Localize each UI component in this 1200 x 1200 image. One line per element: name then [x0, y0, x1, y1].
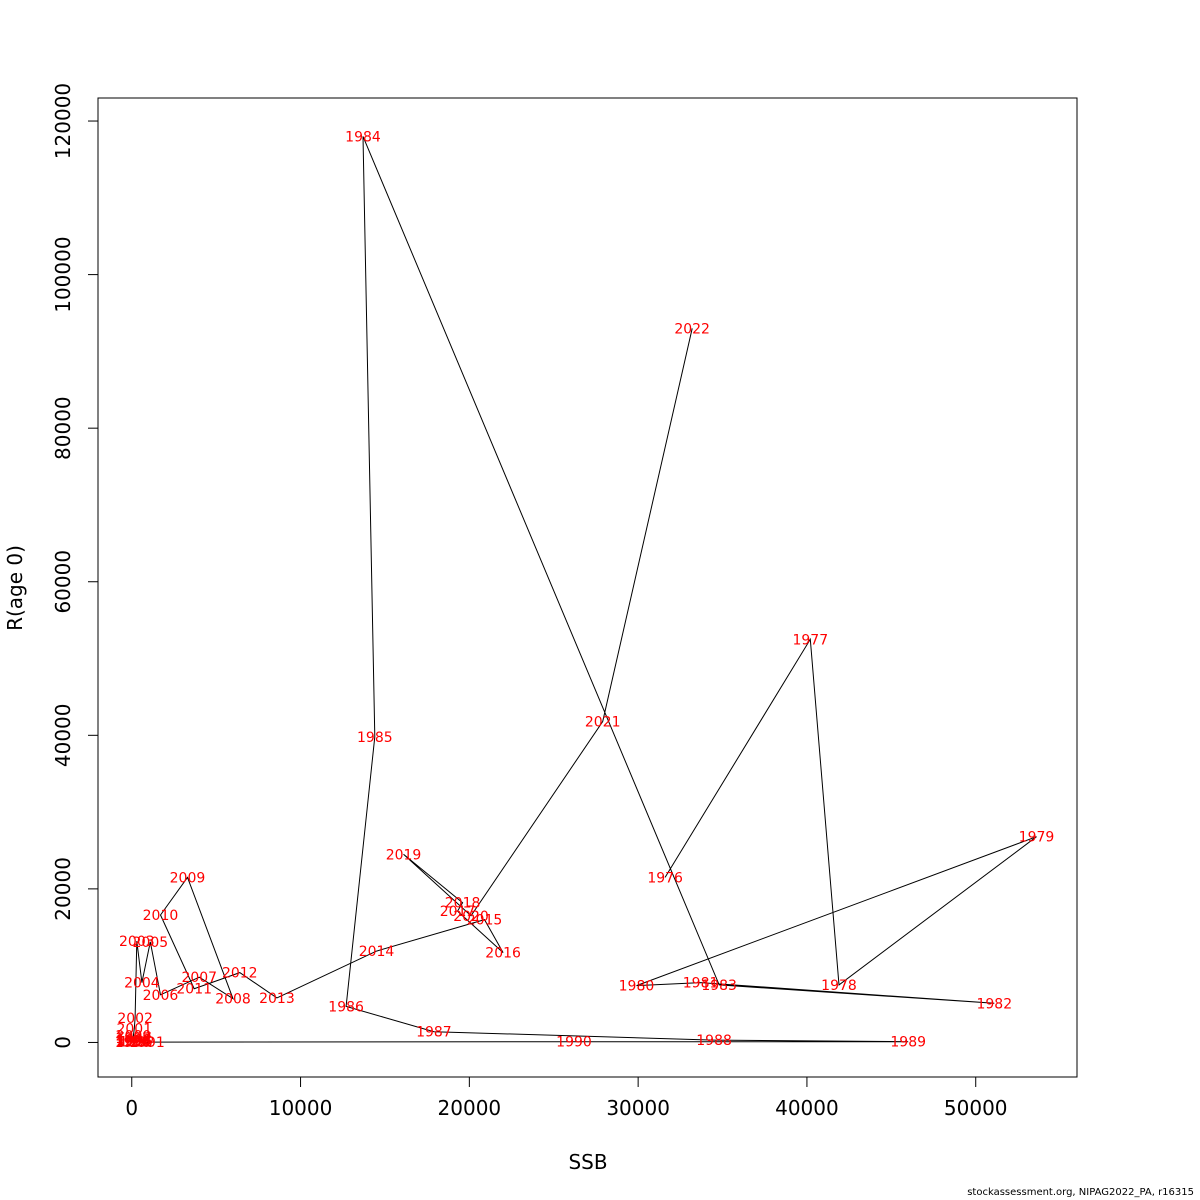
- year-label-2009: 2009: [170, 870, 206, 886]
- year-label-1980: 1980: [619, 979, 655, 995]
- year-label-2012: 2012: [222, 966, 258, 982]
- year-label-2010: 2010: [143, 908, 179, 924]
- year-label-1983: 1983: [701, 978, 737, 994]
- x-tick-label: 40000: [775, 1096, 839, 1120]
- year-label-2004: 2004: [124, 976, 160, 992]
- year-label-2000: 2000: [116, 1029, 152, 1045]
- year-label-2005: 2005: [133, 935, 169, 951]
- year-label-2007: 2007: [181, 970, 217, 986]
- year-label-1999: 1999: [115, 1034, 151, 1050]
- plot-frame: [97, 97, 1078, 1078]
- x-axis-title: SSB: [568, 1150, 607, 1174]
- year-label-1986: 1986: [328, 999, 364, 1015]
- y-axis: 0 20000 40000 60000 80000 100000 120000: [51, 83, 99, 1049]
- year-label-1979: 1979: [1019, 830, 1055, 846]
- y-tick-label: 0: [51, 1036, 75, 1049]
- year-label-1998: 1998: [116, 1033, 152, 1049]
- year-labels: 1976 1977 1978 1979 1980 1981 1982 1983 1984 1985…: [115, 129, 1055, 1051]
- year-label-2016: 2016: [485, 946, 521, 962]
- trajectory-line: [132, 136, 1037, 1043]
- y-tick-label: 80000: [51, 396, 75, 460]
- year-label-1989: 1989: [890, 1035, 926, 1051]
- year-label-1987: 1987: [416, 1025, 452, 1041]
- year-label-2015: 2015: [467, 913, 503, 929]
- y-tick-label: 60000: [51, 550, 75, 614]
- year-label-2011: 2011: [176, 982, 212, 998]
- year-label-2014: 2014: [359, 944, 395, 960]
- year-label-1995: 1995: [117, 1035, 153, 1051]
- year-label-1988: 1988: [696, 1033, 732, 1049]
- year-label-1985: 1985: [357, 730, 393, 746]
- x-tick-label: 0: [125, 1096, 138, 1120]
- year-label-1997: 1997: [115, 1031, 151, 1047]
- year-label-2003: 2003: [119, 934, 155, 950]
- year-label-1977: 1977: [792, 632, 828, 648]
- year-label-1982: 1982: [976, 996, 1012, 1012]
- footer-credit: stockassessment.org, NIPAG2022_PA, r1631…: [967, 1187, 1194, 1198]
- y-tick-label: 20000: [51, 857, 75, 921]
- year-label-2021: 2021: [585, 714, 621, 730]
- y-tick-label: 40000: [51, 703, 75, 767]
- x-tick-label: 50000: [944, 1096, 1008, 1120]
- year-label-2017: 2017: [440, 904, 476, 920]
- year-label-2002: 2002: [117, 1011, 153, 1027]
- year-label-1993: 1993: [116, 1032, 152, 1048]
- year-label-1984: 1984: [345, 129, 381, 145]
- x-axis: 0 10000 20000 30000 40000 50000: [125, 1076, 1008, 1120]
- y-tick-label: 120000: [51, 83, 75, 159]
- year-label-1991: 1991: [129, 1035, 165, 1051]
- y-tick-label: 100000: [51, 236, 75, 312]
- year-label-2020: 2020: [453, 909, 489, 925]
- year-label-2013: 2013: [259, 991, 295, 1007]
- year-label-1990: 1990: [556, 1035, 592, 1051]
- year-label-1981: 1981: [683, 976, 719, 992]
- year-label-1976: 1976: [647, 870, 683, 886]
- year-label-2006: 2006: [143, 988, 179, 1004]
- year-label-1996: 1996: [115, 1035, 151, 1051]
- year-label-1994: 1994: [116, 1034, 152, 1050]
- year-label-1978: 1978: [821, 978, 857, 994]
- x-tick-label: 10000: [269, 1096, 333, 1120]
- year-label-2008: 2008: [215, 992, 251, 1008]
- x-tick-label: 20000: [438, 1096, 502, 1120]
- year-label-2001: 2001: [116, 1022, 152, 1038]
- year-label-1992: 1992: [119, 1034, 155, 1050]
- year-label-2022: 2022: [674, 321, 710, 337]
- year-label-2019: 2019: [386, 847, 422, 863]
- year-label-2018: 2018: [445, 896, 481, 912]
- y-axis-title: R(age 0): [3, 545, 27, 631]
- x-tick-label: 30000: [606, 1096, 670, 1120]
